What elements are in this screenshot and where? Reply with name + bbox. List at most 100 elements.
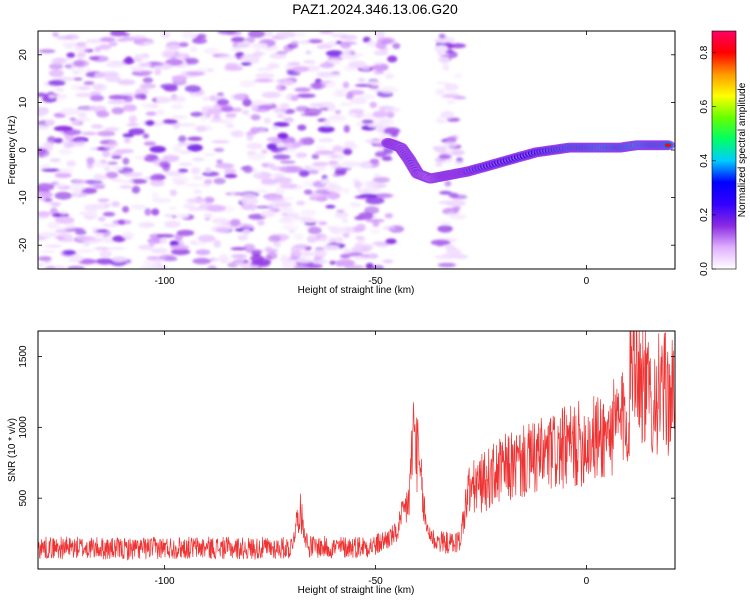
heatmap-cell: [212, 217, 229, 224]
chart-title: PAZ1.2024.346.13.06.G20: [292, 1, 458, 17]
heatmap-cell: [104, 127, 120, 132]
heatmap-cell: [280, 253, 288, 260]
heatmap-cell: [389, 131, 399, 137]
heatmap-cell: [142, 77, 154, 84]
heatmap-cell: [56, 236, 65, 240]
heatmap-cell: [260, 210, 276, 218]
heatmap-cell: [229, 218, 241, 227]
heatmap-cell: [191, 37, 208, 44]
heatmap-cell: [59, 210, 68, 215]
heatmap-cell: [130, 204, 147, 210]
heatmap-cell: [447, 136, 457, 142]
heatmap-cell: [264, 246, 273, 253]
heatmap-cell: [221, 106, 234, 112]
heatmap-cell: [66, 160, 76, 167]
heatmap-cell: [297, 258, 312, 263]
y-tick-label: -10: [18, 190, 29, 205]
heatmap-cell: [367, 123, 383, 128]
heatmap-cell: [96, 110, 110, 118]
heatmap-cell: [111, 107, 125, 115]
heatmap-cell: [38, 92, 47, 97]
heatmap-cell: [435, 88, 446, 96]
heatmap-cell: [221, 118, 233, 126]
heatmap-cell: [53, 125, 73, 132]
heatmap-cell: [171, 115, 188, 120]
heatmap-cell: [343, 49, 356, 55]
heatmap-cell: [339, 102, 353, 107]
heatmap-cell: [251, 42, 268, 49]
heatmap-cell: [257, 104, 278, 110]
heatmap-cell: [325, 204, 336, 209]
heatmap-cell: [217, 31, 237, 35]
heatmap-cell: [41, 168, 60, 172]
heatmap-cell: [83, 81, 95, 86]
heatmap-cell: [102, 211, 116, 217]
heatmap-cell: [65, 142, 76, 148]
heatmap-cell: [160, 32, 171, 38]
heatmap-cell: [43, 141, 54, 149]
heatmap-cell: [177, 168, 189, 173]
heatmap-cell: [190, 111, 205, 117]
heatmap-cell: [284, 142, 294, 148]
y-tick-label: 10: [18, 96, 29, 108]
spectrogram-y-label: Frequency (Hz): [7, 116, 18, 185]
heatmap-cell: [442, 140, 458, 149]
heatmap-cell: [448, 192, 459, 198]
heatmap-cell: [76, 118, 91, 122]
heatmap-cell: [104, 166, 111, 172]
heatmap-cell: [77, 258, 97, 265]
heatmap-cell: [159, 161, 171, 169]
heatmap-cell: [104, 74, 121, 83]
y-tick-label: 1000: [18, 416, 29, 439]
heatmap-cell: [161, 50, 176, 58]
heatmap-cell: [275, 187, 286, 196]
heatmap-cell: [108, 247, 126, 251]
heatmap-cell: [332, 173, 341, 177]
heatmap-cell: [447, 211, 455, 216]
heatmap-cell: [307, 39, 323, 44]
heatmap-cell: [111, 166, 123, 171]
heatmap-cell: [183, 203, 195, 209]
heatmap-cell: [52, 32, 59, 37]
heatmap-cell: [118, 180, 134, 184]
colorbar-tick-label: 0.0: [699, 262, 710, 276]
heatmap-cell: [81, 131, 97, 136]
heatmap-cell: [206, 204, 226, 212]
heatmap-cell: [94, 46, 101, 53]
snr-frame: [37, 330, 676, 570]
heatmap-cell: [350, 145, 358, 149]
heatmap-cell: [319, 31, 334, 35]
heatmap-cell: [179, 42, 189, 48]
heatmap-cell: [343, 124, 350, 133]
heatmap-cell: [364, 206, 380, 215]
heatmap-cell: [373, 71, 385, 75]
heatmap-cell: [225, 112, 237, 119]
y-tick-label: -20: [18, 238, 29, 253]
heatmap-cell: [441, 94, 462, 99]
heatmap-cell: [340, 41, 351, 49]
spectrogram-x-label: Height of straight line (km): [298, 285, 415, 296]
heatmap-cell: [190, 167, 201, 175]
heatmap-cell: [154, 175, 166, 180]
heatmap-cell: [156, 234, 175, 238]
heatmap-cell: [338, 226, 355, 233]
heatmap-cell: [264, 255, 273, 261]
heatmap-cell: [381, 156, 393, 161]
heatmap-cell: [85, 38, 105, 44]
heatmap-cell: [434, 45, 448, 53]
signal-track: [381, 137, 675, 184]
heatmap-cell: [88, 105, 107, 111]
heatmap-cell: [328, 160, 338, 165]
heatmap-cell: [122, 157, 130, 165]
heatmap-cell: [230, 130, 244, 138]
heatmap-cell: [148, 241, 156, 247]
heatmap-cell: [392, 42, 401, 50]
heatmap-cell: [104, 145, 115, 151]
heatmap-cell: [224, 168, 237, 175]
heatmap-cell: [231, 36, 245, 43]
heatmap-cell: [163, 45, 182, 50]
heatmap-cell: [186, 144, 203, 152]
x-tick-label: 0: [584, 576, 590, 587]
heatmap-cell: [230, 93, 246, 101]
heatmap-cell: [67, 265, 85, 269]
